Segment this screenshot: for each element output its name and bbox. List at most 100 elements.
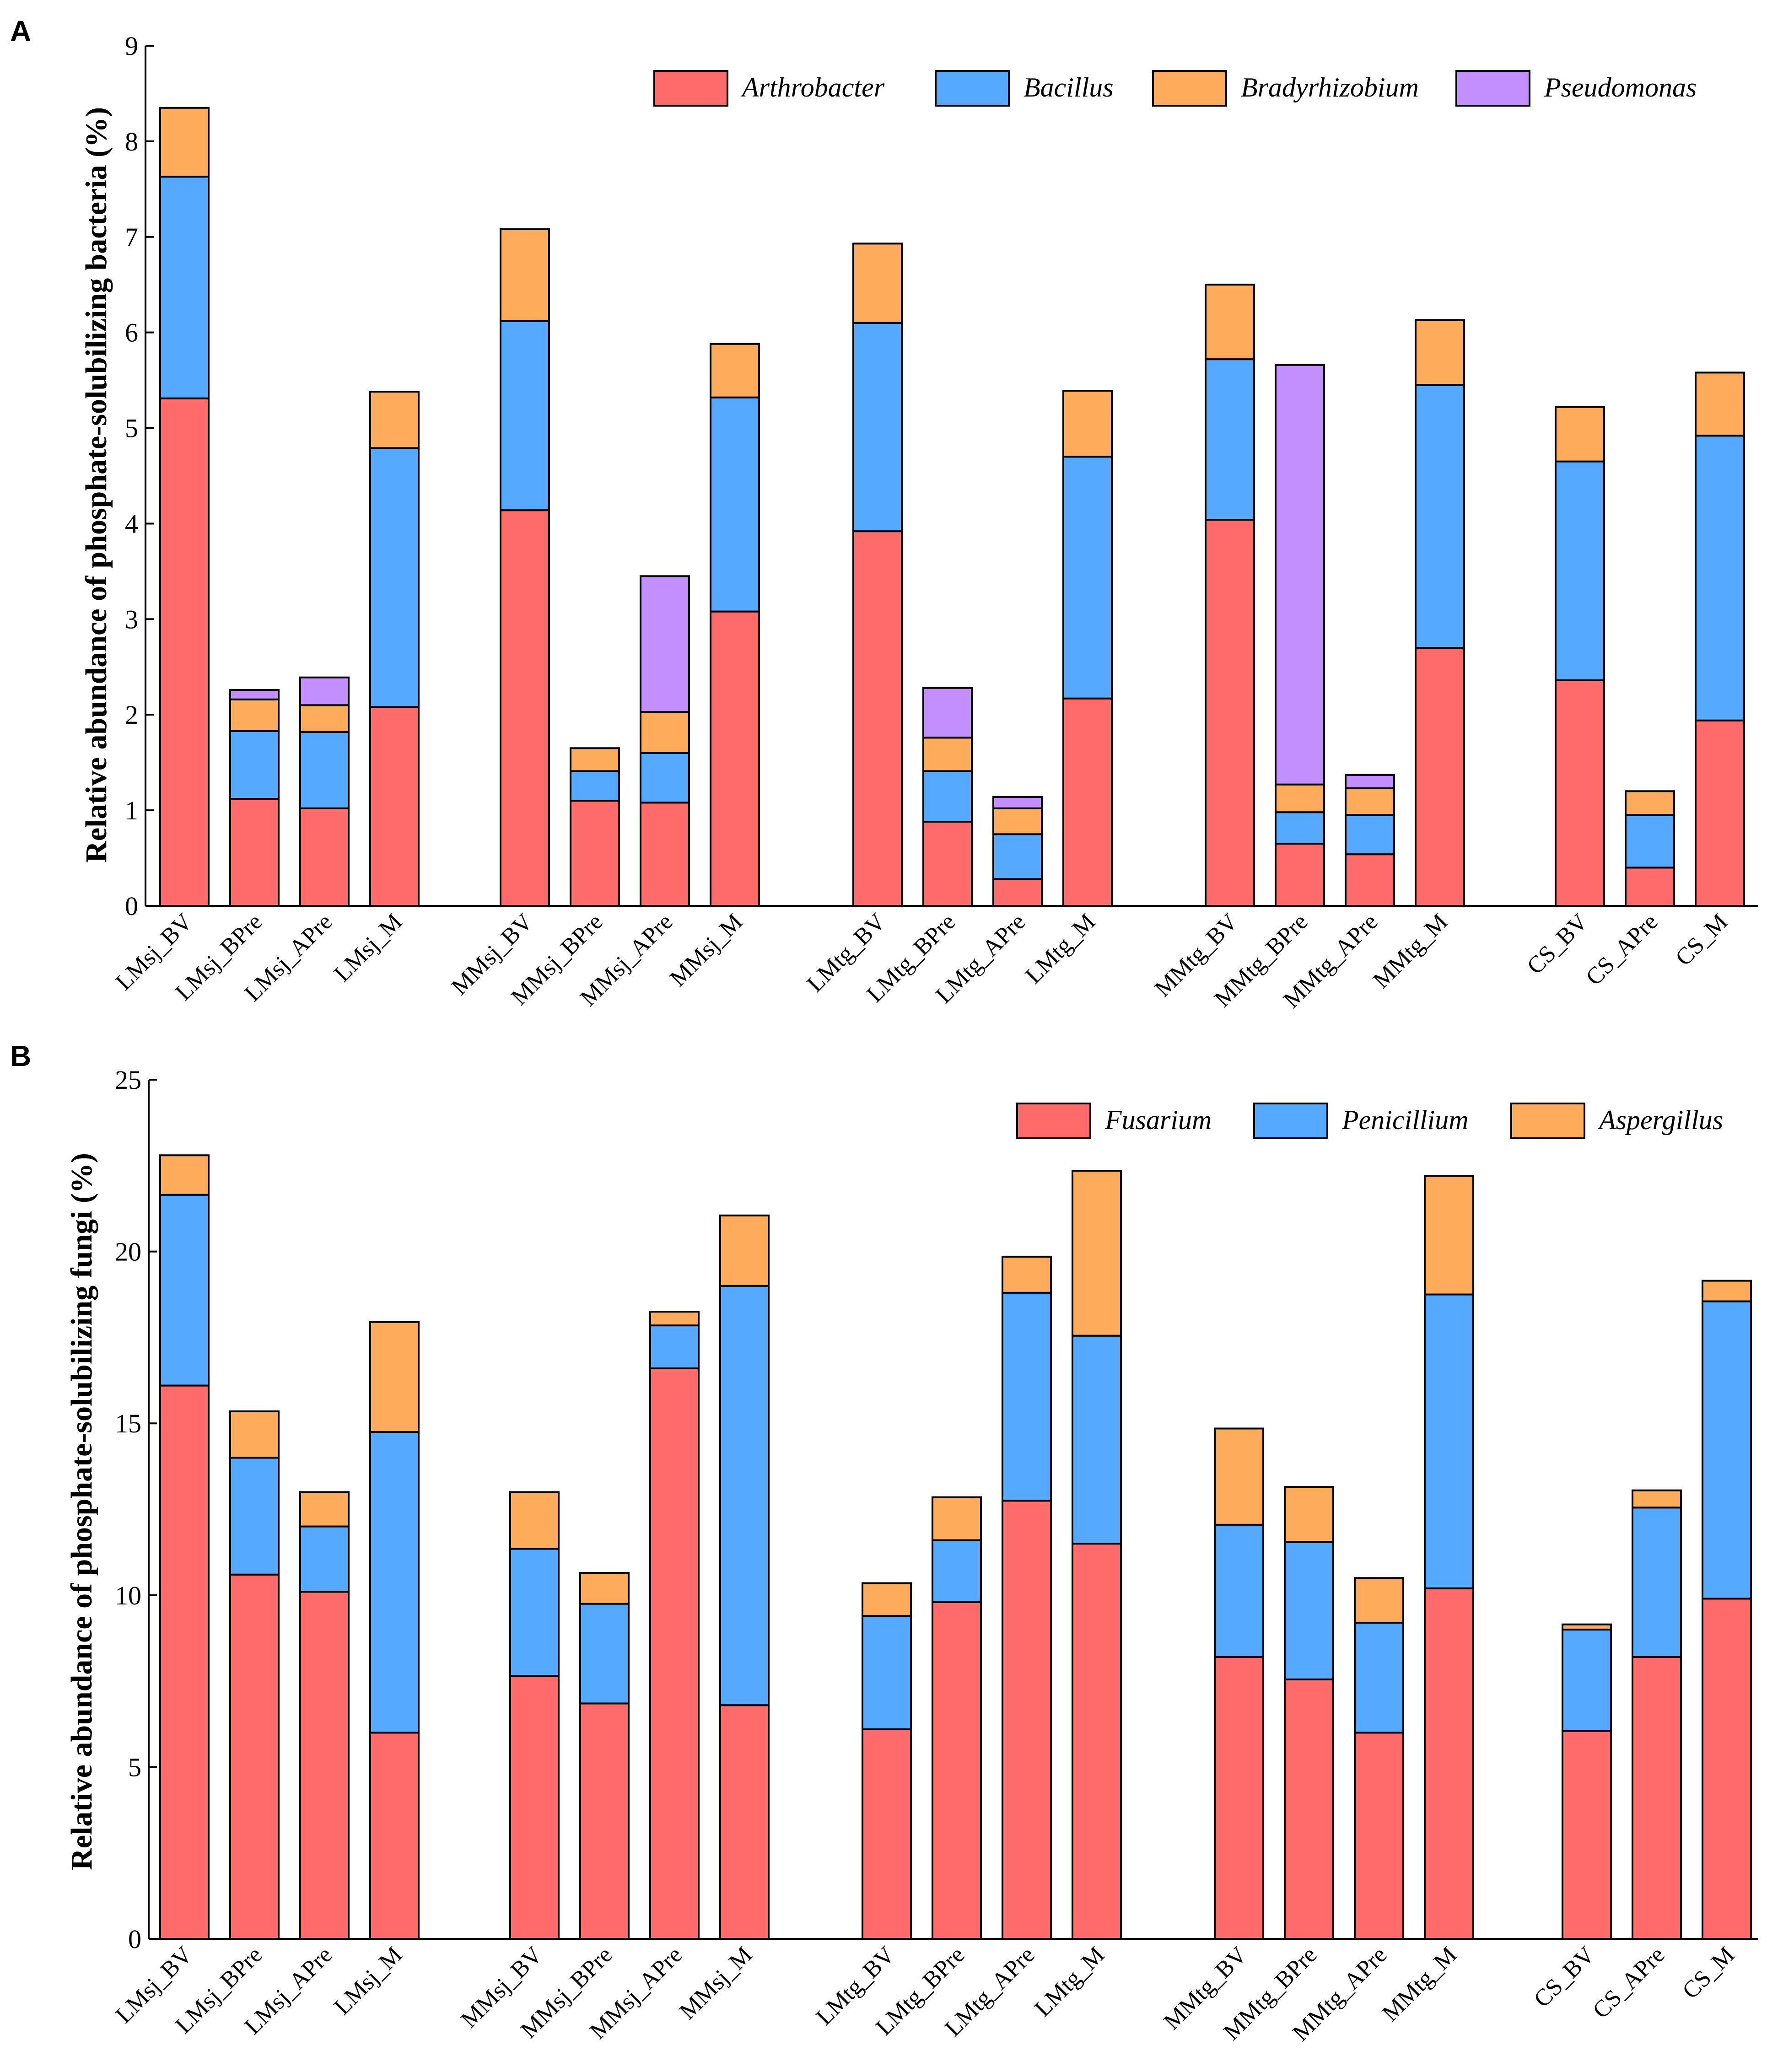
category-label: MMtg_M — [1368, 909, 1453, 993]
panel-a-y-ticks: 0 1 2 3 4 5 6 7 8 9 — [125, 31, 154, 921]
bar-lmsj-bv-aspergillus — [159, 1154, 210, 1196]
category-label: LMsj_M — [329, 1942, 407, 2020]
bar-mmsj-bpre-bacillus — [570, 770, 620, 802]
bar-mmtg-bv-bacillus — [1205, 358, 1255, 521]
bar-lmsj-bpre-penicillium — [229, 1457, 280, 1576]
panel-a-legend: Arthrobacter Bacillus Bradyrhizobium Pseudo… — [653, 70, 1697, 107]
bar-cs-apre-fusarium — [1632, 1656, 1682, 1940]
bar-lmsj-bpre-pseudomonas — [229, 689, 280, 700]
y-tick-label: 20 — [115, 1237, 141, 1267]
panel-b-label: B — [10, 1039, 31, 1072]
bar-mmtg-m-bacillus — [1415, 384, 1465, 649]
bar-mmtg-bv-arthrobacter — [1205, 519, 1255, 907]
bar-lmsj-bpre-fusarium — [229, 1573, 280, 1940]
bar-lmsj-m-arthrobacter — [369, 706, 420, 907]
bar-lmtg-apre-arthrobacter — [992, 878, 1043, 907]
bar-lmsj-apre-fusarium — [299, 1591, 350, 1940]
legend-swatch-aspergillus — [1510, 1103, 1585, 1139]
bar-cs-apre-aspergillus — [1632, 1489, 1682, 1509]
y-tick-label: 25 — [115, 1065, 141, 1095]
category-label: CS_M — [1677, 1942, 1740, 2004]
legend-label-penicillium: Penicillium — [1341, 1105, 1469, 1135]
category-label: CS_APre — [1588, 1942, 1670, 2024]
y-tick-label: 0 — [128, 1924, 141, 1954]
bar-mmsj-bpre-bradyrhizobium — [570, 747, 620, 772]
bar-cs-m-bradyrhizobium — [1695, 371, 1745, 437]
legend-label-fusarium: Fusarium — [1104, 1105, 1212, 1135]
y-tick-label: 5 — [128, 1752, 141, 1782]
bar-lmtg-apre-penicillium — [1002, 1292, 1052, 1502]
bar-mmtg-bv-fusarium — [1214, 1656, 1264, 1940]
bar-lmtg-bv-arthrobacter — [852, 530, 903, 907]
bar-lmtg-bv-penicillium — [862, 1615, 912, 1730]
bar-lmtg-bpre-bradyrhizobium — [922, 737, 973, 772]
legend-swatch-pseudomonas — [1455, 70, 1530, 107]
panel-a-label: A — [10, 15, 31, 48]
bar-mmsj-bv-penicillium — [509, 1548, 560, 1677]
bar-cs-bv-bacillus — [1555, 460, 1605, 682]
bar-lmtg-apre-bacillus — [992, 833, 1043, 880]
bar-cs-m-aspergillus — [1702, 1280, 1752, 1302]
bar-mmsj-bv-bacillus — [500, 320, 550, 511]
bar-lmsj-apre-pseudomonas — [299, 676, 350, 706]
y-tick-label: 7 — [125, 222, 138, 252]
y-tick-label: 3 — [125, 604, 138, 634]
bar-mmsj-apre-pseudomonas — [640, 575, 690, 713]
category-label: LMtg_M — [1020, 909, 1100, 989]
category-label: LMsj_M — [329, 909, 407, 987]
bar-mmtg-bpre-fusarium — [1284, 1678, 1334, 1940]
bar-lmtg-apre-bradyrhizobium — [992, 807, 1043, 835]
bar-lmsj-m-bacillus — [369, 447, 420, 708]
bar-mmsj-apre-bradyrhizobium — [640, 710, 690, 754]
bar-mmtg-apre-aspergillus — [1354, 1577, 1404, 1624]
bar-mmsj-bv-fusarium — [509, 1675, 560, 1940]
bar-lmsj-apre-aspergillus — [299, 1491, 350, 1528]
bar-cs-apre-bacillus — [1625, 814, 1675, 869]
bar-cs-bv-fusarium — [1562, 1730, 1612, 1940]
bar-lmsj-bv-fusarium — [159, 1384, 210, 1940]
bar-lmsj-bv-arthrobacter — [159, 397, 210, 907]
panel-b-bars — [159, 1154, 1752, 1940]
bar-mmtg-apre-bradyrhizobium — [1345, 787, 1395, 816]
bar-mmtg-m-aspergillus — [1424, 1175, 1474, 1296]
bar-mmtg-bpre-pseudomonas — [1275, 364, 1325, 786]
bar-mmsj-m-penicillium — [719, 1285, 770, 1706]
y-tick-label: 10 — [115, 1581, 141, 1610]
legend-label-bacillus: Bacillus — [1024, 72, 1114, 102]
bar-cs-m-bacillus — [1695, 435, 1745, 721]
legend-swatch-fusarium — [1016, 1103, 1091, 1139]
bar-lmsj-apre-bacillus — [299, 731, 350, 809]
bar-lmsj-m-penicillium — [369, 1431, 420, 1734]
bar-lmtg-bpre-arthrobacter — [922, 821, 973, 907]
bar-cs-apre-bradyrhizobium — [1625, 790, 1675, 816]
legend-label-pseudomonas: Pseudomonas — [1544, 72, 1697, 102]
bar-mmsj-bv-bradyrhizobium — [500, 228, 550, 322]
y-tick-label: 9 — [125, 31, 138, 61]
panel-a-y-axis-title: Relative abundance of phosphate-solubili… — [80, 107, 113, 863]
bar-mmsj-m-arthrobacter — [710, 610, 760, 907]
panel-b-y-ticks: 0 5 10 15 20 25 — [115, 1065, 157, 1954]
bar-lmtg-apre-pseudomonas — [992, 796, 1043, 809]
bar-cs-apre-penicillium — [1632, 1507, 1682, 1658]
bar-cs-m-arthrobacter — [1695, 719, 1745, 907]
bar-lmtg-bpre-pseudomonas — [922, 687, 973, 739]
bar-lmtg-bpre-penicillium — [932, 1539, 982, 1603]
bar-mmsj-m-bacillus — [710, 396, 760, 613]
bar-mmsj-bv-aspergillus — [509, 1491, 560, 1550]
panel-b-y-axis-title: Relative abundance of phosphate-solubili… — [65, 1153, 98, 1870]
y-tick-label: 0 — [125, 891, 138, 921]
bar-mmtg-bpre-bradyrhizobium — [1275, 783, 1325, 813]
category-label: MMsj_M — [674, 1942, 757, 2024]
bar-mmsj-bpre-arthrobacter — [570, 800, 620, 907]
bar-lmsj-apre-penicillium — [299, 1525, 350, 1593]
bar-lmsj-m-aspergillus — [369, 1321, 420, 1433]
bar-mmtg-m-arthrobacter — [1415, 647, 1465, 907]
bar-lmsj-bpre-bacillus — [229, 730, 280, 800]
bar-mmtg-apre-penicillium — [1354, 1621, 1404, 1734]
bar-lmtg-bv-fusarium — [862, 1728, 912, 1940]
category-label: CS_BV — [1529, 1942, 1600, 2013]
y-tick-label: 8 — [125, 127, 138, 156]
category-label: CS_APre — [1581, 909, 1663, 990]
